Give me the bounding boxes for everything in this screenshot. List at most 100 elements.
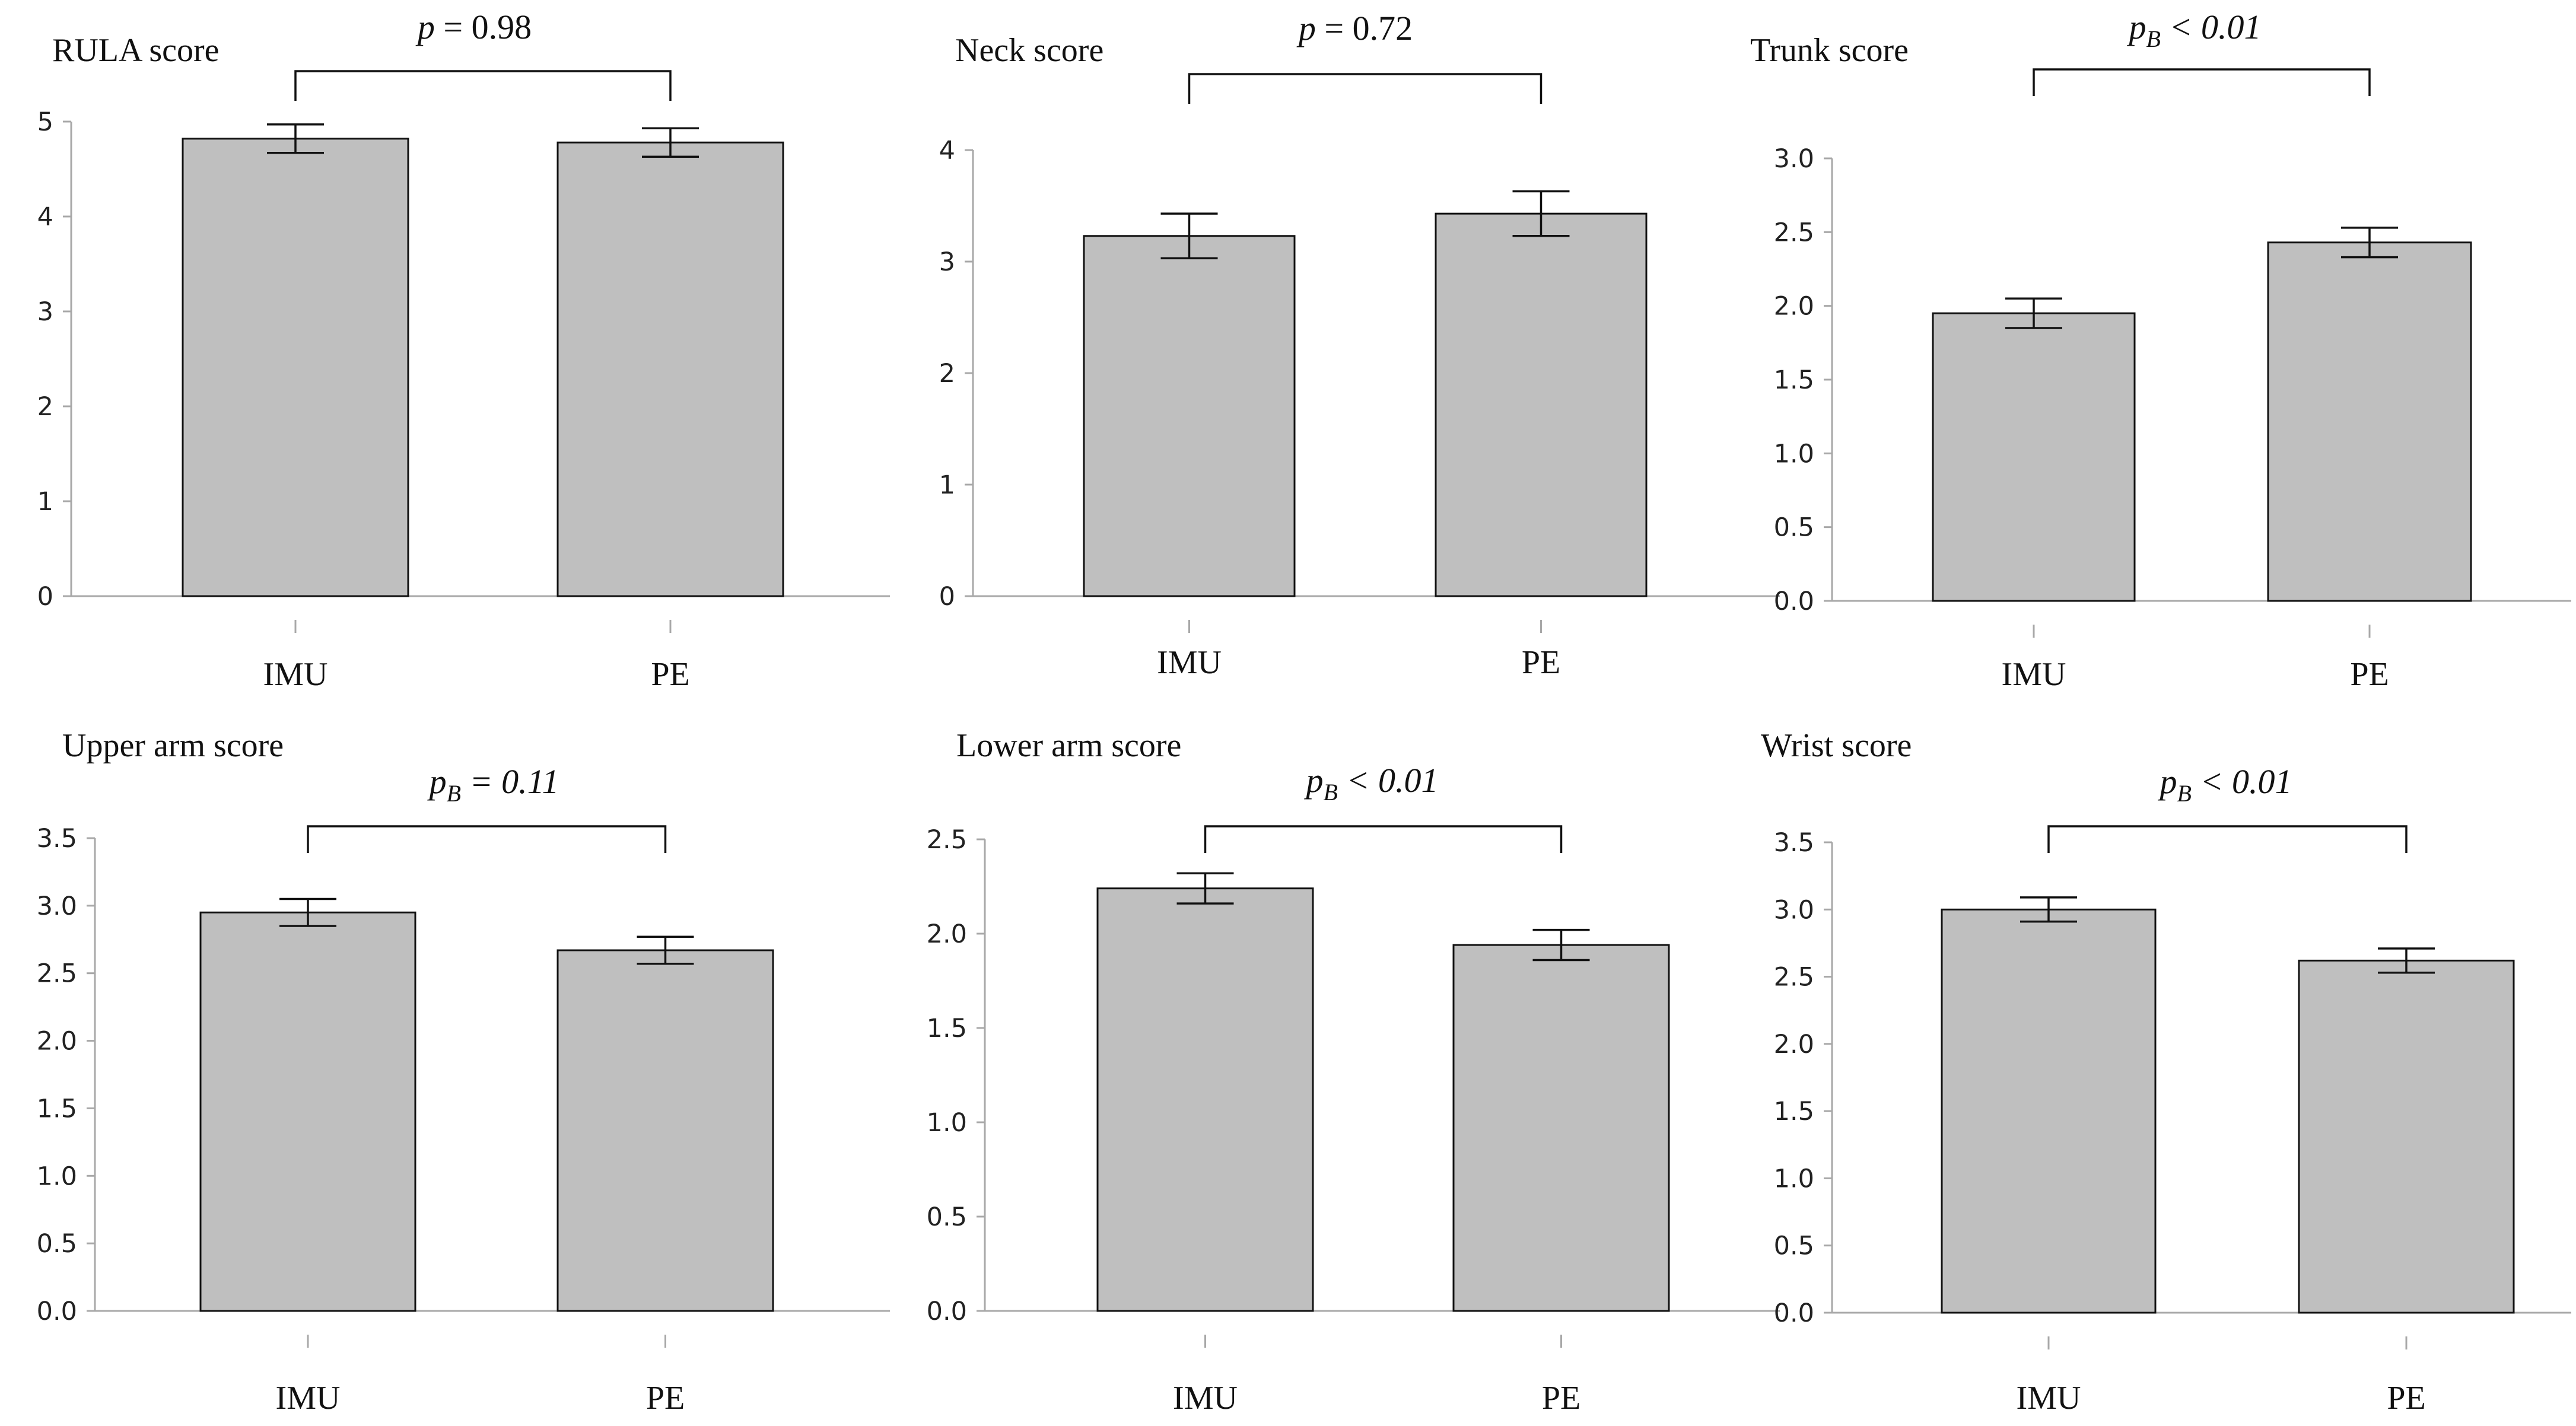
- panel-4-y-tick-label: 2.0: [37, 1027, 77, 1056]
- panel-2-y-tick-label: 2: [939, 359, 955, 389]
- panel-1-bar-imu: [182, 138, 409, 597]
- panel-1-p-value: p = 0.98: [415, 8, 532, 46]
- panel-4-y-tick-label: 0.5: [37, 1229, 77, 1259]
- panel-1-y-tick-label: 5: [37, 107, 53, 137]
- panel-4-title: Upper arm score: [62, 727, 284, 764]
- p-value-text: < 0.01: [1338, 761, 1439, 800]
- panel-5-y-tick-label: 2.5: [927, 825, 967, 855]
- panel-3-category-label: PE: [2350, 656, 2389, 693]
- panel-6-y-tick-label: 2.5: [1774, 963, 1814, 992]
- panel-3-y-tick-label: 0.5: [1774, 513, 1814, 543]
- panel-2-bar-pe: [1435, 212, 1648, 597]
- panel-2-y-tick-label: 4: [939, 136, 955, 165]
- panel-5-category-label: PE: [1542, 1380, 1580, 1417]
- panel-2-category-label: IMU: [1157, 644, 1222, 681]
- panel-3-y-tick-label: 2.5: [1774, 218, 1814, 247]
- panel-5-y-tick-label: 1.5: [927, 1014, 967, 1043]
- p-value-subscript: B: [2146, 26, 2160, 52]
- panel-6-y-tick-label: 1.0: [1774, 1164, 1814, 1193]
- p-value-subscript: B: [2177, 780, 2191, 807]
- panel-6-category-label: IMU: [2017, 1380, 2081, 1417]
- panel-6-error-bar-imu: [2020, 896, 2077, 923]
- panel-3-significance-bracket: [2033, 68, 2371, 96]
- panel-1-y-tick-label: 2: [37, 392, 53, 422]
- panel-1-category-label: PE: [651, 656, 689, 693]
- panel-6-y-tick-label: 1.5: [1774, 1097, 1814, 1126]
- panel-6-y-tick-label: 0.0: [1774, 1298, 1814, 1328]
- panel-5-error-bar-imu: [1176, 872, 1234, 905]
- panel-5-p-value: pB < 0.01: [1303, 761, 1438, 806]
- panel-6-y-tick-label: 0.5: [1774, 1231, 1814, 1261]
- panel-5-bar-imu: [1096, 887, 1314, 1312]
- panel-1-category-label: IMU: [263, 656, 328, 693]
- panel-2-p-value: p = 0.72: [1296, 9, 1413, 47]
- panel-6-error-bar-pe: [2378, 947, 2435, 974]
- panel-1-error-bar-imu: [267, 123, 324, 154]
- panel-6-title: Wrist score: [1761, 727, 1912, 764]
- panel-1-title: RULA score: [52, 32, 220, 69]
- panel-4-significance-bracket: [307, 825, 667, 853]
- panel-5-y-tick-label: 0.5: [927, 1202, 967, 1232]
- panel-2-error-bar-imu: [1160, 212, 1218, 260]
- panel-1-bar-pe: [556, 141, 784, 597]
- panel-5-significance-bracket: [1204, 825, 1563, 853]
- p-value-symbol: p: [2157, 762, 2177, 801]
- panel-2-y-tick-label: 3: [939, 247, 955, 277]
- p-value-text: = 0.72: [1316, 9, 1413, 47]
- panel-4-y-tick-label: 3.5: [37, 824, 77, 854]
- p-value-symbol: p: [427, 762, 447, 801]
- p-value-text: = 0.98: [435, 8, 532, 46]
- panel-1-y-tick-label: 4: [37, 202, 53, 232]
- panel-4-p-value: pB = 0.11: [427, 762, 559, 807]
- p-value-symbol: p: [2126, 8, 2146, 46]
- panel-4-category-label: IMU: [276, 1380, 341, 1417]
- panel-4-error-bar-pe: [637, 935, 694, 965]
- panel-2-y-tick-label: 1: [939, 470, 955, 500]
- panel-3-bar-imu: [1932, 312, 2136, 602]
- panel-5-y-tick-label: 2.0: [927, 919, 967, 949]
- panel-5-title: Lower arm score: [956, 727, 1181, 764]
- panel-2-category-label: PE: [1522, 644, 1560, 681]
- panel-3-y-tick-label: 2.0: [1774, 292, 1814, 322]
- p-value-text: < 0.01: [2192, 762, 2292, 801]
- panel-1-significance-bracket: [294, 70, 672, 101]
- panel-5-error-bar-pe: [1532, 928, 1590, 962]
- p-value-symbol: p: [1296, 9, 1316, 47]
- panel-3-bar-pe: [2267, 241, 2472, 602]
- panel-2-y-tick-label: 0: [939, 582, 955, 612]
- panel-3-y-tick-label: 3.0: [1774, 144, 1814, 174]
- panel-6-bar-pe: [2298, 959, 2515, 1314]
- panel-5-category-label: IMU: [1173, 1380, 1238, 1417]
- panel-1-y-tick-label: 0: [37, 582, 53, 612]
- panel-2-error-bar-pe: [1512, 190, 1570, 237]
- panel-6-category-label: PE: [2387, 1380, 2425, 1417]
- panel-3-y-tick-label: 1.0: [1774, 439, 1814, 469]
- panel-1-error-bar-pe: [642, 127, 699, 158]
- panel-3-y-tick-label: 0.0: [1774, 587, 1814, 616]
- panel-3-p-value: pB < 0.01: [2126, 8, 2261, 52]
- panel-6-y-tick-label: 3.0: [1774, 895, 1814, 925]
- panel-1-y-tick-label: 1: [37, 487, 53, 517]
- p-value-subscript: B: [1323, 779, 1337, 806]
- p-value-subscript: B: [447, 780, 461, 807]
- panel-6-significance-bracket: [2047, 825, 2408, 853]
- p-value-text: < 0.01: [2161, 8, 2262, 46]
- panel-2-significance-bracket: [1188, 73, 1543, 104]
- panel-4-y-tick-label: 1.0: [37, 1161, 77, 1191]
- panel-6-p-value: pB < 0.01: [2157, 762, 2292, 807]
- panel-3-error-bar-imu: [2005, 297, 2062, 329]
- panel-5-y-tick-label: 0.0: [927, 1297, 967, 1326]
- panel-4-error-bar-imu: [279, 897, 336, 927]
- panel-2-title: Neck score: [955, 32, 1103, 69]
- panel-4-y-tick-label: 2.5: [37, 959, 77, 989]
- p-value-symbol: p: [415, 8, 435, 46]
- panel-4-y-tick-label: 0.0: [37, 1297, 77, 1326]
- panel-1-y-tick-label: 3: [37, 297, 53, 327]
- p-value-symbol: p: [1303, 761, 1323, 800]
- panel-3-error-bar-pe: [2341, 227, 2398, 259]
- p-value-text: = 0.11: [461, 762, 559, 801]
- panel-4-category-label: PE: [646, 1380, 685, 1417]
- panel-4-bar-imu: [199, 911, 416, 1312]
- panel-5-y-tick-label: 1.0: [927, 1108, 967, 1138]
